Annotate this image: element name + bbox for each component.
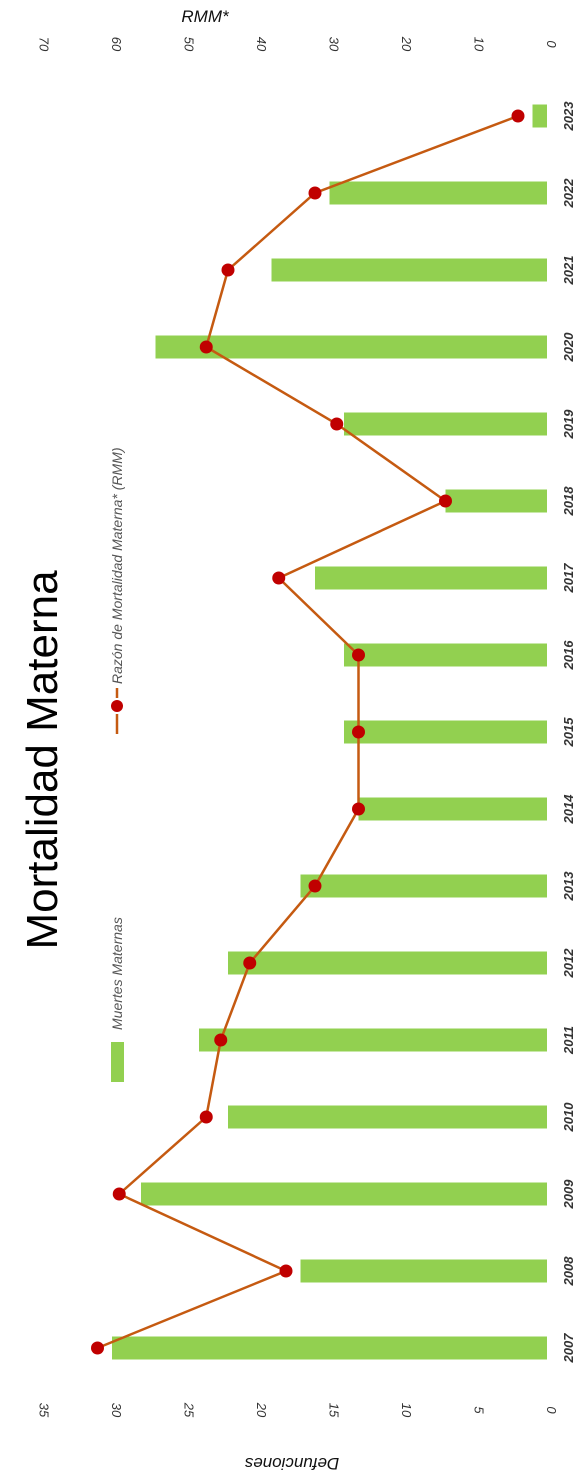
rmm-tick-20: 20 bbox=[399, 36, 414, 52]
defunciones-tick-5: 5 bbox=[472, 1406, 487, 1414]
right-axis-title: RMM* bbox=[181, 7, 230, 26]
bar-2021 bbox=[271, 258, 547, 282]
legend: Muertes Maternas Razón de Mortalidad Mat… bbox=[109, 447, 125, 1082]
rmm-point-2020 bbox=[199, 340, 213, 354]
year-label-2014: 2014 bbox=[561, 794, 576, 825]
rmm-point-2016 bbox=[352, 648, 365, 662]
bar-2010 bbox=[228, 1105, 547, 1129]
bar-2020 bbox=[155, 335, 547, 359]
bar-2023 bbox=[532, 104, 547, 128]
defunciones-tick-30: 30 bbox=[109, 1403, 124, 1418]
year-label-2008: 2008 bbox=[561, 1256, 576, 1287]
rmm-tick-50: 50 bbox=[182, 37, 197, 52]
bar-2022 bbox=[329, 181, 547, 205]
rmm-point-2009 bbox=[112, 1187, 126, 1201]
legend-swatch-muertes bbox=[111, 1042, 124, 1082]
legend-label-rmm: Razón de Mortalidad Materna* (RMM) bbox=[109, 447, 125, 684]
rmm-point-2010 bbox=[199, 1110, 213, 1124]
year-label-2019: 2019 bbox=[561, 409, 576, 440]
year-label-2012: 2012 bbox=[561, 948, 576, 979]
legend-marker-rmm bbox=[111, 700, 123, 712]
year-label-2010: 2010 bbox=[561, 1102, 576, 1133]
year-label-2021: 2021 bbox=[561, 256, 576, 286]
rmm-point-2008 bbox=[279, 1264, 293, 1278]
defunciones-tick-10: 10 bbox=[399, 1403, 414, 1418]
bar-2011 bbox=[199, 1028, 547, 1052]
year-label-2023: 2023 bbox=[561, 101, 576, 132]
year-label-2009: 2009 bbox=[561, 1179, 576, 1210]
rmm-point-2023 bbox=[511, 109, 525, 123]
rmm-point-2013 bbox=[308, 879, 322, 893]
bar-2019 bbox=[344, 412, 547, 436]
left-axis-title: Defunciones bbox=[244, 1454, 339, 1473]
bar-2014 bbox=[358, 797, 547, 821]
rmm-tick-0: 0 bbox=[544, 40, 559, 48]
defunciones-tick-0: 0 bbox=[544, 1406, 559, 1414]
defunciones-tick-25: 25 bbox=[182, 1402, 197, 1418]
rmm-tick-40: 40 bbox=[254, 37, 269, 52]
bar-2017 bbox=[315, 566, 547, 590]
rmm-point-2022 bbox=[308, 186, 322, 200]
bar-2018 bbox=[445, 489, 547, 513]
year-label-2017: 2017 bbox=[561, 563, 576, 594]
plot-area: 2007200820092010201120122013201420152016… bbox=[37, 36, 577, 1418]
rmm-point-2015 bbox=[352, 725, 365, 739]
rmm-tick-10: 10 bbox=[472, 37, 487, 52]
rmm-tick-70: 70 bbox=[37, 37, 52, 52]
legend-label-muertes: Muertes Maternas bbox=[109, 917, 125, 1030]
bar-2012 bbox=[228, 951, 547, 975]
bar-2007 bbox=[112, 1336, 547, 1360]
rmm-point-2019 bbox=[330, 417, 344, 431]
rmm-point-2017 bbox=[272, 571, 286, 585]
bar-2009 bbox=[141, 1182, 547, 1206]
year-label-2020: 2020 bbox=[561, 332, 576, 363]
year-label-2022: 2022 bbox=[561, 178, 576, 209]
defunciones-tick-35: 35 bbox=[37, 1403, 52, 1418]
defunciones-tick-20: 20 bbox=[254, 1402, 269, 1418]
rmm-point-2014 bbox=[352, 802, 365, 816]
rmm-point-2012 bbox=[243, 956, 257, 970]
rmm-point-2007 bbox=[91, 1341, 104, 1355]
rmm-tick-60: 60 bbox=[109, 37, 124, 52]
bar-2013 bbox=[300, 874, 547, 898]
year-label-2013: 2013 bbox=[561, 871, 576, 902]
year-label-2016: 2016 bbox=[561, 640, 576, 671]
defunciones-tick-15: 15 bbox=[327, 1403, 342, 1418]
rmm-point-2018 bbox=[439, 494, 452, 508]
rmm-point-2011 bbox=[214, 1033, 228, 1047]
year-label-2011: 2011 bbox=[561, 1026, 576, 1055]
year-label-2007: 2007 bbox=[561, 1333, 576, 1364]
rmm-point-2021 bbox=[221, 263, 235, 277]
year-label-2015: 2015 bbox=[561, 717, 576, 748]
chart-title: Mortalidad Materna bbox=[18, 570, 67, 950]
year-label-2018: 2018 bbox=[561, 486, 576, 517]
bar-2016 bbox=[344, 643, 547, 667]
bar-2008 bbox=[300, 1259, 547, 1283]
bar-2015 bbox=[344, 720, 547, 744]
rmm-tick-30: 30 bbox=[327, 37, 342, 52]
